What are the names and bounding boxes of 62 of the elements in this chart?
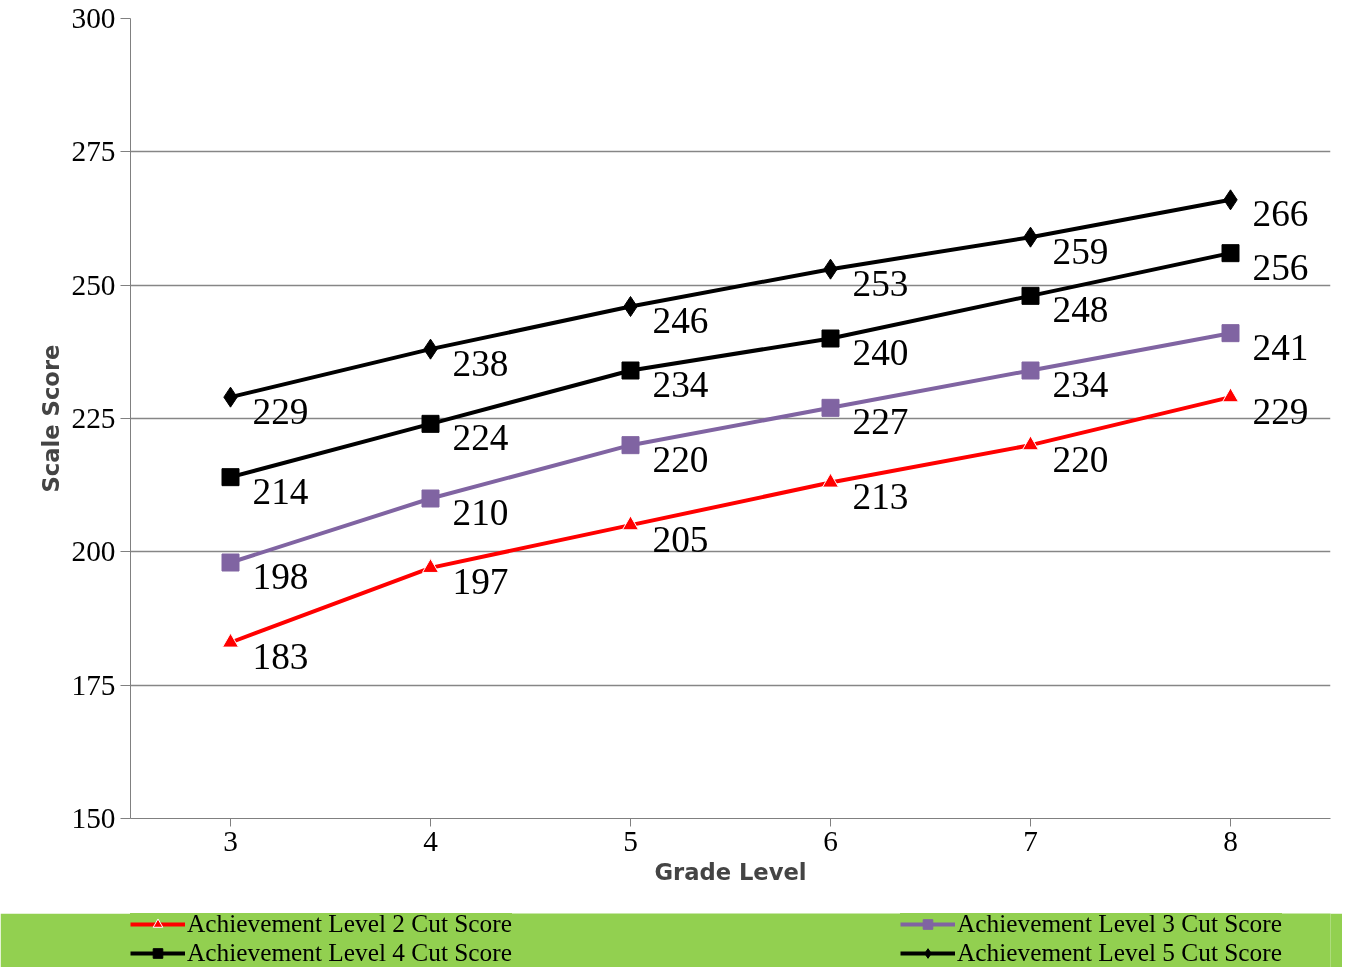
point <box>822 472 839 488</box>
y-axis-title: Scale Score <box>37 344 64 493</box>
point <box>1021 361 1040 380</box>
point <box>1021 286 1040 305</box>
point <box>422 558 439 573</box>
point <box>621 436 640 455</box>
x-tick-label: 8 <box>1223 824 1238 857</box>
point <box>222 632 239 648</box>
point <box>221 553 240 572</box>
data-label: 220 <box>652 438 709 480</box>
data-label: 210 <box>452 492 509 533</box>
data-label: 205 <box>652 518 709 560</box>
y-tick-label: 175 <box>71 668 116 701</box>
legend-label: Achievement Level 5 Cut Score <box>957 938 1282 967</box>
point <box>421 414 440 433</box>
data-label: 256 <box>1252 246 1309 288</box>
point <box>821 329 840 348</box>
x-tick-label: 6 <box>823 824 838 857</box>
data-label: 224 <box>452 417 509 459</box>
data-label: 259 <box>1052 230 1109 272</box>
point <box>1221 324 1240 343</box>
point <box>1022 435 1039 451</box>
data-label: 198 <box>252 556 309 597</box>
y-tick-label: 250 <box>71 268 116 301</box>
point <box>623 296 638 317</box>
data-label: 229 <box>252 390 309 432</box>
point <box>1222 387 1239 403</box>
data-label: 248 <box>1052 289 1109 331</box>
y-tick-label: 200 <box>71 535 116 568</box>
x-tick-label: 4 <box>423 824 439 857</box>
data-label: 240 <box>852 332 909 373</box>
point <box>621 361 640 380</box>
data-label: 234 <box>652 364 709 405</box>
data-label: 214 <box>252 470 309 512</box>
data-label: 197 <box>452 561 509 603</box>
point <box>221 468 240 487</box>
point <box>421 489 440 508</box>
data-label: 241 <box>1252 326 1309 368</box>
point <box>622 515 639 531</box>
x-axis-title: Grade Level <box>654 858 807 885</box>
data-label: 238 <box>452 342 509 384</box>
data-label: 213 <box>852 476 909 517</box>
legend-label: Achievement Level 3 Cut Score <box>957 912 1282 938</box>
data-label: 234 <box>1052 364 1109 405</box>
x-tick-label: 3 <box>223 824 238 857</box>
y-tick-label: 225 <box>71 402 116 434</box>
point <box>1221 244 1240 263</box>
data-label: 253 <box>852 262 909 304</box>
data-label: 183 <box>252 636 309 677</box>
legend-label: Achievement Level 4 Cut Score <box>187 938 512 967</box>
x-tick-label: 7 <box>1023 824 1038 857</box>
data-label: 229 <box>1252 390 1309 432</box>
y-tick-label: 300 <box>71 2 116 34</box>
data-label: 246 <box>652 300 709 341</box>
legend-label: Achievement Level 2 Cut Score <box>187 912 512 938</box>
data-label: 227 <box>852 401 909 443</box>
data-label: 220 <box>1052 438 1109 480</box>
y-tick-label: 275 <box>71 135 116 168</box>
y-tick-label: 150 <box>71 802 116 834</box>
data-label: 266 <box>1252 193 1309 235</box>
point <box>821 398 840 417</box>
x-tick-label: 5 <box>623 824 638 857</box>
